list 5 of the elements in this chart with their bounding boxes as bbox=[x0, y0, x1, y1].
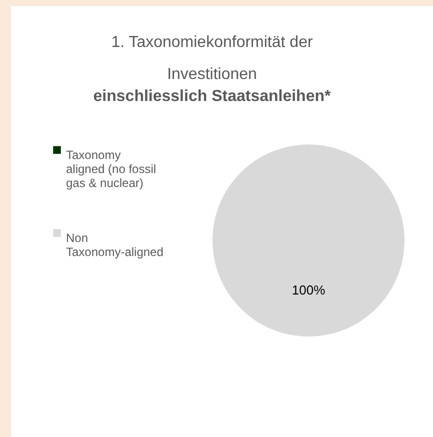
legend-label: Taxonomy aligned (no fossil gas & nuclear) bbox=[66, 148, 156, 190]
chart-subtitle: einschliesslich Staatsanleihen* bbox=[93, 88, 332, 105]
legend-label: Non Taxonomy-aligned bbox=[66, 231, 164, 259]
chart-title: 1. Taxonomiekonformität der Investitionen bbox=[111, 34, 314, 83]
data-label: 100% bbox=[292, 282, 326, 298]
